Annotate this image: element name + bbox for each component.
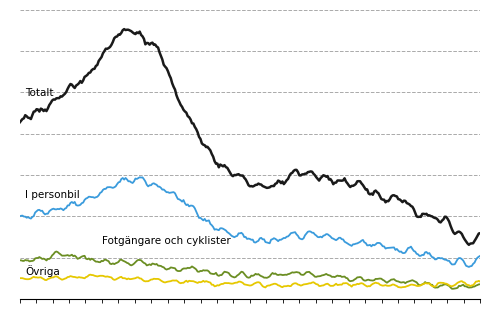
Text: Totalt: Totalt (25, 88, 54, 98)
Text: Övriga: Övriga (25, 265, 60, 277)
Text: Fotgängare och cyklister: Fotgängare och cyklister (101, 236, 230, 246)
Text: I personbil: I personbil (25, 190, 80, 200)
